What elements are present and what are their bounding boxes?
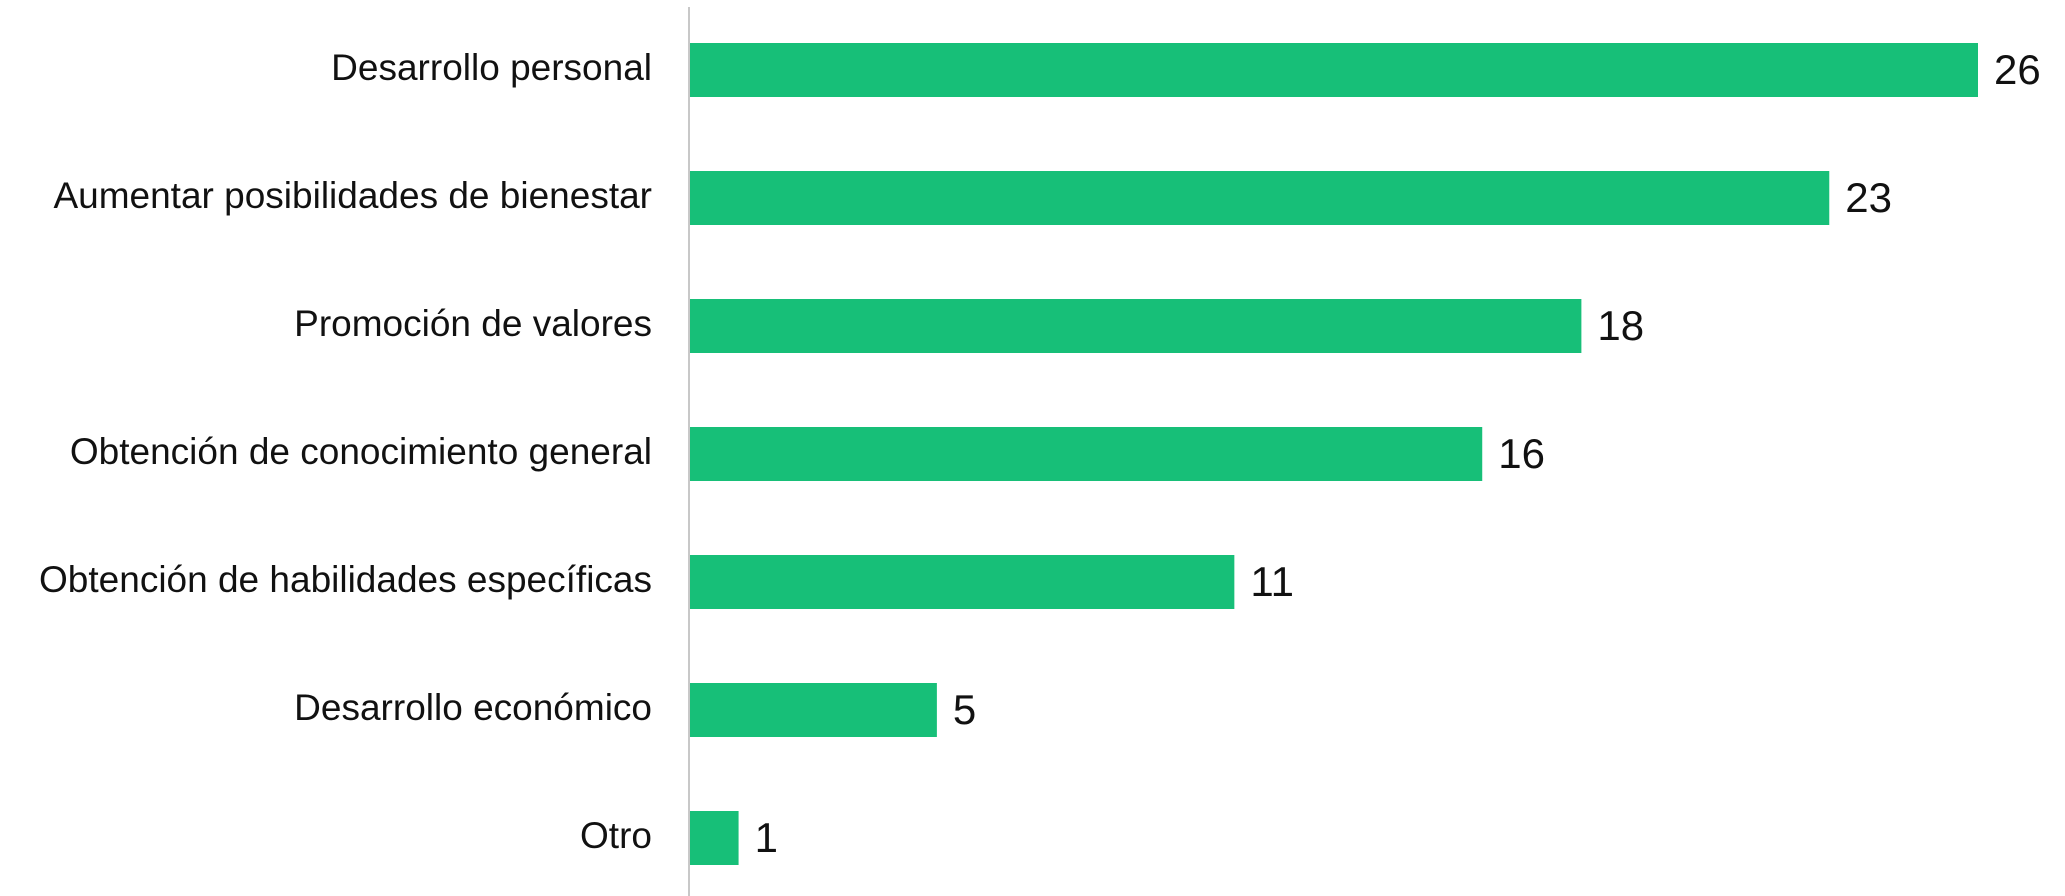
bar — [690, 811, 739, 865]
value-label: 1 — [755, 814, 778, 861]
value-label: 18 — [1597, 302, 1644, 349]
bar — [690, 171, 1830, 225]
value-label: 26 — [1994, 46, 2041, 93]
bar — [690, 299, 1582, 353]
value-label: 23 — [1845, 174, 1892, 221]
bar — [690, 43, 1978, 97]
category-label: Promoción de valores — [294, 303, 652, 344]
value-label: 11 — [1250, 558, 1294, 605]
value-label: 16 — [1498, 430, 1545, 477]
category-label: Desarrollo económico — [294, 687, 652, 728]
value-label: 5 — [953, 686, 976, 733]
bar — [690, 555, 1235, 609]
category-label: Desarrollo personal — [331, 47, 652, 88]
category-label: Otro — [580, 815, 652, 856]
bar — [690, 683, 937, 737]
category-label: Aumentar posibilidades de bienestar — [53, 175, 652, 216]
category-label: Obtención de conocimiento general — [70, 431, 652, 472]
category-label: Obtención de habilidades específicas — [39, 559, 652, 600]
bar — [690, 427, 1483, 481]
